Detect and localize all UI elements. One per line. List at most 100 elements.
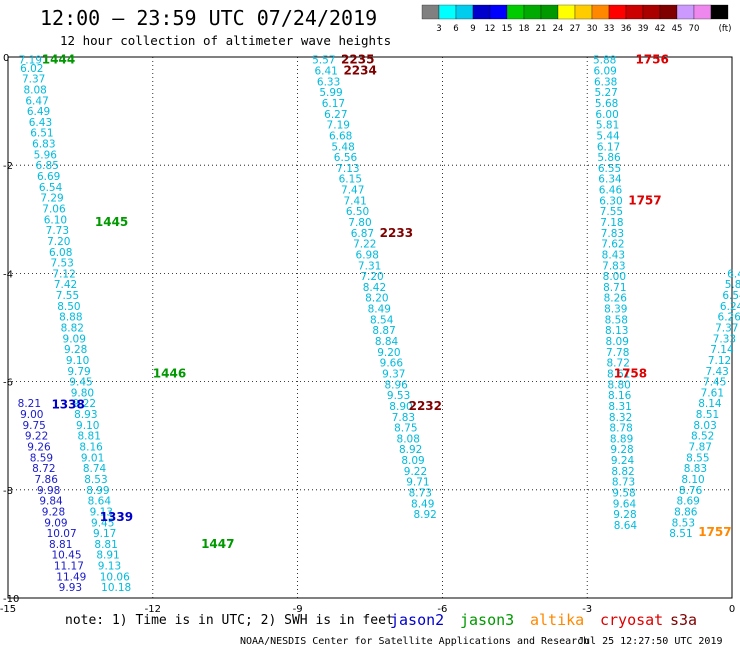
scale-label: 30: [587, 24, 598, 34]
point-cryosat: 5.27: [594, 87, 617, 99]
point-jason3: 7.73: [46, 225, 69, 237]
point-cryosat: 5.68: [595, 98, 618, 110]
point-cryosat: 6.17: [597, 141, 620, 153]
point-s3a: 5.99: [319, 87, 342, 99]
legend-jason3: jason3: [460, 611, 514, 629]
x-tick-label: -15: [0, 604, 16, 615]
point-altika: 7.14: [710, 344, 734, 356]
point-jason2: 8.72: [32, 463, 55, 475]
point-s3a: 8.73: [409, 488, 432, 500]
point-cryosat: 8.58: [605, 314, 628, 326]
pass-time-jason3: 1447: [201, 537, 234, 551]
point-s3a: 7.83: [392, 412, 415, 424]
point-jason3: 10.18: [101, 582, 131, 594]
scale-swatch: [523, 4, 542, 20]
point-s3a: 5.48: [331, 141, 354, 153]
point-jason2: 9.00: [20, 409, 43, 421]
point-jason3: 9.17: [93, 528, 116, 540]
point-cryosat: 8.64: [614, 520, 638, 532]
point-altika: 5.8: [725, 279, 740, 291]
point-s3a: 7.19: [327, 120, 350, 132]
x-tick-label: -3: [582, 604, 592, 615]
point-cryosat: 5.88: [593, 55, 616, 67]
scale-label: 33: [604, 24, 615, 34]
pass-time-s3a: 2235: [341, 53, 374, 67]
point-s3a: 7.20: [360, 271, 383, 283]
point-altika: 6.26: [718, 312, 740, 324]
point-jason3: 7.55: [56, 290, 79, 302]
point-s3a: 8.87: [372, 325, 395, 337]
point-jason3: 6.69: [37, 171, 60, 183]
point-jason2: 7.86: [35, 474, 59, 486]
point-s3a: 6.17: [322, 98, 345, 110]
point-cryosat: 8.89: [610, 433, 633, 445]
scale-swatch: [472, 4, 491, 20]
point-jason3: 9.13: [98, 561, 121, 573]
point-cryosat: 9.28: [613, 509, 636, 521]
point-jason3: 6.47: [25, 95, 48, 107]
point-cryosat: 8.73: [612, 477, 635, 489]
legend-jason2: jason2: [390, 611, 444, 629]
point-s3a: 8.20: [365, 293, 388, 305]
scale-swatch: [506, 4, 525, 20]
point-cryosat: 8.09: [606, 336, 629, 348]
scale-swatch: [625, 4, 644, 20]
point-jason3: 10.06: [100, 571, 130, 583]
point-jason3: 8.64: [88, 496, 112, 508]
scale-label: 6: [453, 24, 458, 34]
scale-swatch: [676, 4, 695, 20]
point-jason3: 8.50: [57, 301, 80, 313]
scale-swatch: [489, 4, 508, 20]
point-jason3: 9.45: [91, 517, 114, 529]
point-cryosat: 8.16: [608, 390, 632, 402]
point-cryosat: 7.18: [600, 217, 623, 229]
pass-time-cryosat: 1758: [614, 366, 647, 380]
point-s3a: 6.41: [314, 66, 337, 78]
point-altika: 8.86: [674, 506, 698, 518]
point-s3a: 8.49: [411, 498, 434, 510]
point-cryosat: 6.55: [598, 163, 621, 175]
point-altika: 8.83: [684, 463, 707, 475]
x-tick-label: -9: [293, 604, 303, 615]
point-jason3: 6.02: [20, 63, 43, 75]
scale-label: 36: [621, 24, 632, 34]
pass-time-cryosat: 1757: [628, 193, 661, 207]
point-cryosat: 8.39: [604, 304, 627, 316]
point-jason3: 8.88: [59, 312, 82, 324]
scale-swatch: [557, 4, 576, 20]
scale-label: 70: [689, 24, 700, 34]
y-tick-label: -8: [3, 486, 13, 497]
point-altika: 6.48: [727, 268, 740, 280]
point-cryosat: 8.78: [609, 423, 632, 435]
point-jason3: 7.42: [54, 279, 77, 291]
point-jason3: 8.82: [61, 323, 84, 335]
point-altika: 8.55: [686, 452, 709, 464]
point-jason3: 6.83: [32, 139, 55, 151]
y-tick-label: -4: [3, 269, 13, 280]
point-jason3: 5.96: [34, 149, 58, 161]
point-jason2: 8.81: [49, 539, 72, 551]
point-s3a: 6.50: [346, 206, 369, 218]
point-cryosat: 5.86: [597, 152, 621, 164]
point-jason3: 7.20: [47, 236, 70, 248]
point-jason3: 7.29: [40, 193, 63, 205]
point-altika: 6.54: [722, 290, 740, 302]
point-jason2: 9.22: [25, 431, 48, 443]
scale-label: 18: [519, 24, 530, 34]
pass-time-jason2: 1339: [100, 510, 133, 524]
point-s3a: 6.68: [329, 130, 352, 142]
scale-swatch: [642, 4, 661, 20]
scale-label: 9: [470, 24, 475, 34]
point-jason3: 9.45: [69, 377, 92, 389]
point-cryosat: 8.00: [603, 271, 626, 283]
point-jason2: 9.84: [39, 496, 63, 508]
point-cryosat: 7.83: [601, 228, 624, 240]
point-s3a: 9.37: [382, 368, 405, 380]
point-jason3: 9.79: [67, 366, 90, 378]
scale-swatch: [574, 4, 593, 20]
point-jason2: 8.59: [30, 452, 53, 464]
point-jason3: 9.28: [64, 344, 87, 356]
scale-label: 45: [672, 24, 683, 34]
point-cryosat: 8.82: [611, 466, 634, 478]
point-cryosat: 7.55: [600, 206, 623, 218]
